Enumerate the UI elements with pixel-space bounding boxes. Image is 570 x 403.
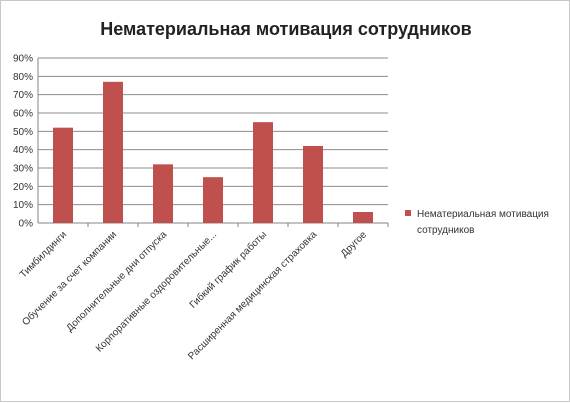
y-axis-ticks: 0% 10% 20% 30% 40% 50% 60% 70% 80% 90% [13, 54, 33, 230]
legend-swatch [405, 210, 411, 216]
legend: Нематериальная мотивация сотрудников [405, 209, 549, 236]
x-category-label: Обучение за счет компании [20, 229, 120, 329]
bar [153, 164, 173, 223]
gridlines [38, 57, 388, 224]
y-tick-label: 70% [13, 90, 33, 101]
x-category-label: Другое [339, 229, 370, 260]
legend-label-line-2: сотрудников [417, 225, 474, 236]
bar [253, 122, 273, 223]
y-tick-label: 40% [13, 145, 33, 156]
bars [53, 81, 373, 223]
chart-title: Нематериальная мотивация сотрудников [100, 19, 472, 39]
bar [53, 127, 73, 223]
y-tick-label: 20% [13, 182, 33, 193]
y-tick-label: 0% [19, 219, 34, 230]
bar [103, 81, 123, 223]
y-tick-label: 60% [13, 109, 33, 120]
bar [303, 146, 323, 223]
y-tick-label: 10% [13, 200, 33, 211]
y-tick-label: 30% [13, 164, 33, 175]
y-tick-label: 80% [13, 72, 33, 83]
y-tick-label: 90% [13, 54, 33, 65]
x-category-label: Дополнительные дни отпуска [64, 229, 169, 334]
y-tick-label: 50% [13, 127, 33, 138]
bar [353, 212, 373, 223]
bar [203, 177, 223, 223]
axes [37, 58, 389, 227]
x-category-label: Тимбилдинги [17, 229, 69, 281]
legend-label-line-1: Нематериальная мотивация [417, 209, 549, 220]
